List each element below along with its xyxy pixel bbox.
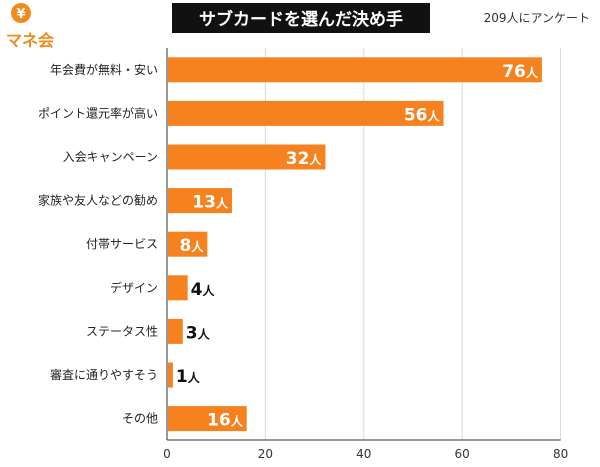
grid-lines: [166, 48, 562, 441]
bar: [168, 406, 247, 432]
bar: [168, 188, 232, 214]
survey-note: 209人にアンケート: [484, 11, 590, 25]
yen-coin-icon: [11, 3, 31, 23]
data-label: 16人: [207, 411, 244, 431]
category-labels: 年会費が無料・安いポイント還元率が高い入会キャンペーン家族や友人などの勧め付帯サ…: [38, 62, 158, 426]
data-label-unit: 人: [216, 196, 229, 211]
data-label: 4人: [191, 280, 216, 300]
data-label-unit: 人: [198, 326, 211, 341]
category-label: 入会キャンペーン: [63, 150, 158, 164]
category-label: その他: [122, 412, 158, 426]
data-label-unit: 人: [231, 414, 244, 429]
data-label: 1人: [176, 367, 201, 387]
data-label-unit: 人: [188, 370, 201, 385]
bar: [168, 57, 542, 83]
bar: [168, 100, 444, 126]
x-tick-label: 20: [258, 447, 273, 461]
category-label: デザイン: [110, 280, 158, 295]
data-label-value: 1: [176, 367, 188, 387]
data-label-unit: 人: [428, 108, 441, 123]
category-label: 家族や友人などの勧め: [38, 193, 158, 208]
brand-logo: ¥ マネ会: [6, 3, 54, 50]
data-label-unit: 人: [309, 152, 322, 167]
bar: [168, 362, 173, 388]
category-label: ステータス性: [86, 324, 158, 338]
data-label-value: 16: [207, 411, 231, 431]
data-label: 3人: [186, 323, 211, 343]
data-label: 13人: [192, 193, 229, 213]
data-label-value: 32: [286, 149, 310, 169]
data-label: 76人: [502, 62, 539, 82]
x-axis-ticks: 0 20 40 60 80: [163, 447, 568, 461]
bar: [168, 275, 188, 301]
data-label-value: 13: [192, 193, 216, 213]
data-label-value: 76: [502, 62, 526, 82]
category-label: 付帯サービス: [86, 237, 158, 251]
x-tick-label: 40: [356, 447, 371, 461]
category-label: 審査に通りやすそう: [50, 367, 158, 382]
data-label: 8人: [180, 236, 205, 256]
x-tick-label: 0: [163, 447, 171, 461]
data-label-unit: 人: [526, 65, 539, 80]
bar: [168, 231, 208, 257]
bar: [168, 144, 326, 170]
category-label: ポイント還元率が高い: [38, 105, 158, 120]
data-label-value: 3: [186, 323, 198, 343]
data-label-unit: 人: [203, 283, 216, 298]
x-tick-label: 80: [553, 447, 568, 461]
data-label-value: 56: [404, 105, 428, 125]
chart-title: サブカードを選んだ決め手: [199, 9, 403, 30]
data-label-value: 4: [191, 280, 203, 300]
data-label-value: 8: [180, 236, 192, 256]
logo-text: マネ会: [6, 31, 54, 50]
title-background: [172, 3, 430, 33]
bar: [168, 318, 183, 344]
data-label: 32人: [286, 149, 323, 169]
category-label: 年会費が無料・安い: [50, 62, 158, 77]
data-label-unit: 人: [191, 239, 204, 254]
logo-symbol: ¥: [16, 7, 25, 22]
data-label: 56人: [404, 105, 441, 125]
x-tick-label: 60: [455, 447, 470, 461]
